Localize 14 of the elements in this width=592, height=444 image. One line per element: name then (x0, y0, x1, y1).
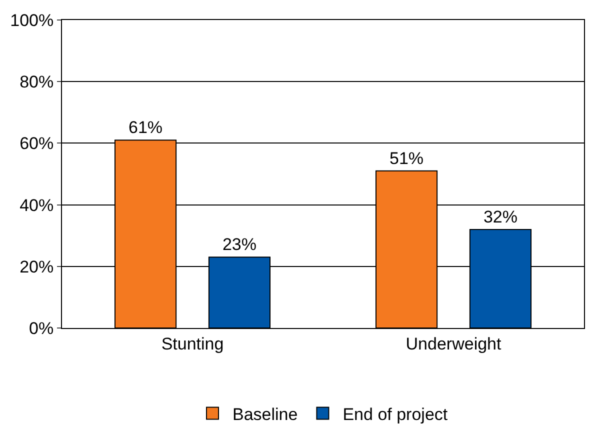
y-tick-label: 60% (20, 134, 54, 154)
data-label: 61% (128, 118, 163, 138)
y-tick-label: 100% (10, 10, 54, 30)
x-tick-label: Stunting (161, 334, 224, 354)
data-label: 32% (483, 207, 518, 226)
legend-label: Baseline (232, 404, 298, 424)
data-label: 51% (390, 148, 424, 168)
y-tick-label: 0% (29, 318, 54, 338)
legend-label: End of project (342, 404, 448, 424)
data-label: 23% (222, 235, 256, 254)
y-tick-label: 20% (20, 257, 54, 276)
y-tick-label: 40% (20, 196, 54, 215)
x-tick-label: Underweight (406, 334, 502, 354)
y-tick-label: 80% (20, 72, 54, 92)
